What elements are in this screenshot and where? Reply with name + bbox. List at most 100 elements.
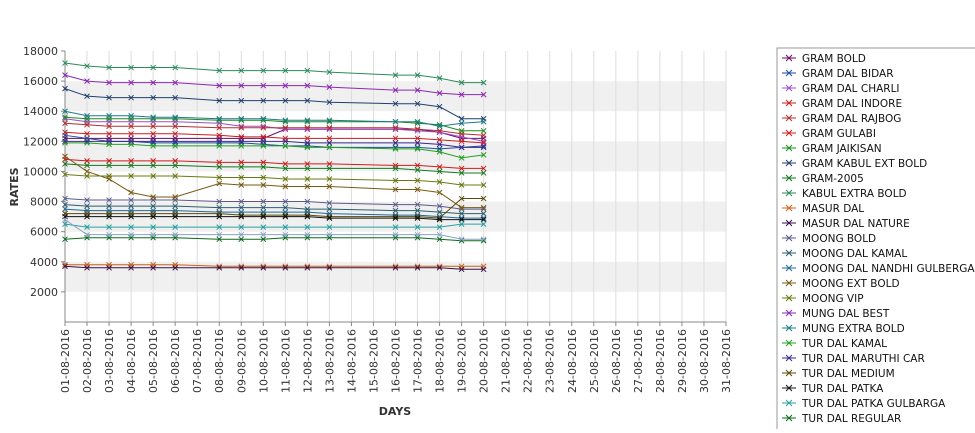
data-point [326, 69, 333, 75]
data-point [150, 264, 156, 271]
data-point [216, 124, 223, 131]
data-point [480, 182, 487, 188]
data-point [150, 123, 156, 130]
legend-label: GRAM-2005 [802, 173, 864, 185]
data-point [326, 183, 333, 190]
legend-entry: GRAM DAL INDORE [782, 98, 902, 110]
legend-entry: MUNG DAL BEST [782, 308, 890, 320]
x-tick-label: 27-08-2016 [632, 329, 645, 393]
data-point [414, 224, 421, 231]
data-point [414, 139, 421, 146]
data-point [238, 97, 245, 104]
data-point [106, 158, 112, 164]
data-point [62, 85, 68, 92]
data-point [128, 158, 134, 164]
data-point [216, 231, 223, 238]
data-point [480, 132, 487, 139]
data-point [216, 180, 223, 187]
legend-entry: GRAM-2005 [782, 173, 864, 185]
data-point [238, 224, 245, 231]
data-point [282, 161, 289, 167]
data-point [392, 135, 399, 142]
data-point [238, 213, 245, 220]
data-point [392, 146, 399, 152]
data-point [62, 221, 68, 227]
data-point [84, 162, 90, 169]
data-point [458, 91, 465, 98]
data-point [150, 213, 156, 220]
legend-entry: GRAM DAL CHARLI [782, 83, 900, 95]
data-point [106, 203, 112, 209]
data-point [260, 115, 267, 122]
data-point [304, 161, 311, 167]
x-tick-label: 13-08-2016 [323, 329, 336, 393]
data-point [238, 124, 245, 131]
data-point [414, 186, 421, 193]
data-point [172, 231, 179, 238]
data-point [480, 236, 487, 243]
data-point [458, 144, 465, 151]
data-point [172, 173, 179, 179]
x-tick-label: 09-08-2016 [235, 329, 248, 393]
data-point [62, 195, 68, 202]
data-point [150, 158, 156, 164]
data-point [458, 210, 465, 217]
legend: GRAM BOLD GRAM DAL BIDAR GRAM DAL CHARLI GR… [776, 47, 975, 433]
data-point [106, 197, 112, 203]
legend-box [776, 47, 975, 433]
data-point [436, 236, 443, 243]
data-point [238, 182, 245, 188]
data-point [480, 144, 487, 151]
data-point [392, 72, 399, 78]
data-point [326, 161, 333, 167]
data-point [62, 129, 68, 136]
series-line [64, 62, 484, 84]
legend-entry: MOONG DAL KAMAL [782, 248, 907, 260]
data-point [436, 264, 443, 271]
data-point [84, 93, 90, 100]
legend-label: TUR DAL MARUTHI CAR [801, 353, 925, 365]
legend-label: TUR DAL MEDIUM [801, 368, 895, 380]
data-point [238, 198, 245, 205]
data-point [128, 231, 134, 238]
data-point [84, 63, 90, 69]
data-point [216, 264, 223, 271]
data-point [128, 213, 134, 220]
x-tick-label: 26-08-2016 [610, 329, 623, 393]
data-point [326, 215, 333, 221]
data-point [392, 231, 399, 238]
data-point [84, 138, 90, 145]
data-point [436, 203, 443, 209]
data-point [414, 215, 421, 221]
data-point [260, 159, 267, 166]
data-point [62, 108, 68, 115]
data-point [150, 142, 156, 149]
data-point [282, 231, 289, 238]
data-point [84, 197, 90, 203]
data-point [326, 264, 333, 271]
data-point [172, 213, 179, 220]
data-point [414, 146, 421, 152]
data-point [260, 224, 267, 231]
legend-label: TUR DAL PATKA GULBARGA [801, 398, 946, 410]
data-point [106, 264, 112, 271]
legend-entry: GRAM BOLD [782, 53, 866, 65]
legend-label: GRAM DAL CHARLI [802, 83, 900, 95]
data-point [436, 136, 443, 143]
data-point [62, 201, 68, 208]
data-point [128, 189, 134, 196]
data-point [172, 114, 179, 121]
data-point [128, 197, 134, 203]
data-point [480, 170, 487, 176]
data-point [282, 213, 289, 220]
data-point [282, 204, 289, 211]
data-point [128, 130, 134, 137]
data-point [304, 144, 311, 151]
data-point [128, 162, 134, 169]
data-point [436, 179, 443, 185]
data-point [84, 213, 90, 220]
data-point [282, 117, 289, 124]
data-point [326, 231, 333, 238]
data-point [260, 67, 267, 74]
